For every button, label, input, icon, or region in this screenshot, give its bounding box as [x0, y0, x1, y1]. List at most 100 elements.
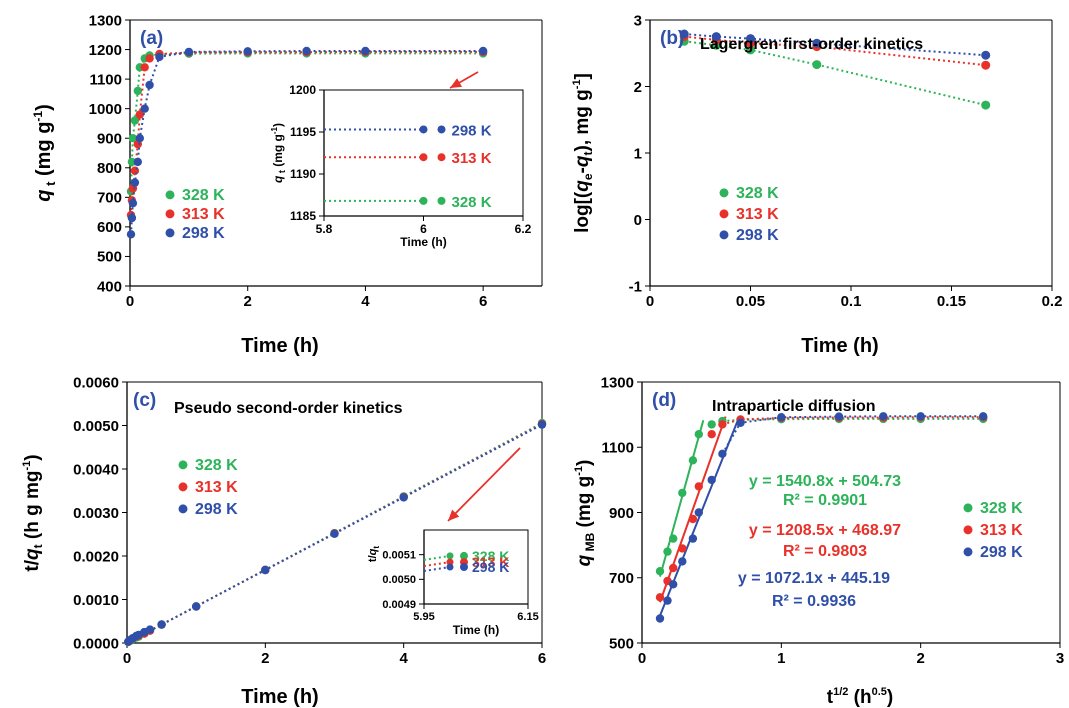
inset-x-axis-label: Time (h) — [453, 623, 499, 637]
y-tick-label: 0.0010 — [73, 592, 119, 609]
inset-y-axis-label: q t (mg g-1) — [270, 123, 287, 183]
panel-c: 0 2 4 6 0.0000 0.0010 0.0020 0.0030 0.0040 0.0050… — [21, 374, 547, 708]
y-label-part: q — [22, 548, 43, 560]
x-tick-label: 4 — [361, 293, 370, 310]
x-tick-label: 1 — [777, 650, 785, 667]
y-tick-label: 0 — [634, 212, 642, 229]
y-axis-label-close: ) — [33, 104, 55, 111]
data-point — [746, 45, 755, 55]
y-label-part: t/ — [22, 559, 43, 571]
series-line — [130, 50, 484, 216]
data-point — [243, 47, 252, 56]
inset-y-label-subscript: t — [277, 170, 287, 176]
x-label-part: 0.5 — [872, 686, 887, 698]
data-point — [655, 593, 665, 602]
data-point — [707, 475, 716, 485]
y-axis-label-unit: (mg g — [33, 122, 55, 182]
y-label-part: q — [572, 180, 593, 192]
data-point — [261, 565, 270, 575]
data-point — [127, 213, 137, 223]
data-point — [399, 493, 408, 502]
x-axis-label: Time (h) — [801, 335, 878, 357]
y-tick-label: 900 — [97, 130, 122, 147]
x-tick-label: 6.15 — [517, 611, 538, 623]
inset-series-line — [423, 554, 451, 561]
data-point — [707, 420, 716, 429]
data-point — [834, 412, 844, 421]
data-point — [130, 116, 140, 125]
panel-letter: (c) — [133, 390, 156, 411]
data-point — [669, 534, 678, 543]
inset-legend-label: 298 K — [472, 559, 509, 575]
data-point — [669, 580, 678, 589]
inset-data-point — [446, 563, 454, 571]
y-tick-label: 1200 — [89, 42, 122, 59]
data-point — [145, 54, 154, 63]
y-label-part: - — [572, 167, 593, 173]
data-point — [135, 110, 144, 119]
y-label-part: (mg g — [574, 476, 595, 533]
data-point — [711, 32, 721, 42]
data-point — [694, 430, 703, 439]
fit-equation: y = 1208.5x + 468.97 — [749, 522, 901, 539]
y-label-part: -1 — [21, 461, 33, 471]
data-point — [140, 104, 149, 113]
series-line — [126, 423, 543, 644]
y-tick-label: 500 — [97, 249, 122, 266]
y-axis-label: q MB (mg g-1) — [573, 460, 597, 567]
legend-marker — [178, 482, 188, 492]
inset-y-label-symbol: q — [271, 175, 285, 183]
legend-label: 328 K — [980, 500, 1023, 517]
x-tick-label: 0 — [646, 293, 654, 310]
inset-data-point — [446, 558, 454, 566]
inset-data-point — [419, 196, 428, 205]
legend-label: 313 K — [195, 479, 238, 496]
inset-legend-label: 298 K — [452, 122, 492, 139]
x-tick-label: 6.2 — [515, 222, 532, 236]
callout-arrowhead — [450, 78, 463, 88]
legend-label: 298 K — [195, 501, 238, 518]
y-tick-label: 2 — [634, 79, 642, 96]
y-tick-label: 0.0040 — [73, 461, 119, 478]
data-point — [145, 80, 154, 90]
data-point — [694, 482, 703, 491]
data-point — [133, 157, 142, 167]
y-axis-label: t/qt (h g mg-1) — [21, 454, 45, 571]
legend-marker — [178, 504, 188, 514]
data-point — [979, 412, 988, 421]
data-point — [746, 34, 755, 44]
data-point — [127, 157, 137, 167]
y-tick-label: 1185 — [290, 209, 316, 223]
data-point — [678, 544, 687, 553]
data-point — [669, 563, 678, 573]
y-tick-label: 0.0050 — [73, 418, 119, 435]
data-point — [192, 602, 201, 611]
y-label-part: -1 — [573, 466, 585, 476]
y-label-part: t — [31, 544, 45, 548]
y-tick-label: 1190 — [290, 167, 316, 181]
inset-frame — [423, 529, 529, 605]
x-tick-label: 0 — [123, 650, 131, 667]
y-tick-label: -1 — [629, 278, 642, 295]
data-point — [478, 46, 488, 56]
y-label-part: t — [581, 152, 595, 156]
data-point — [330, 529, 339, 538]
inset-y-axis-label: t/qt — [367, 546, 381, 562]
data-point — [812, 38, 822, 48]
panel-d: 0 1 2 3 500 700 900 1100 1300 (d) Intraparticle di… — [573, 374, 1064, 708]
chart-title: Lagergren first-order kinetics — [700, 36, 923, 53]
y-tick-label: 800 — [97, 160, 122, 177]
legend-marker — [719, 209, 729, 219]
legend-marker — [165, 209, 175, 219]
x-tick-label: 0.2 — [1042, 293, 1063, 310]
inset-series-line — [423, 561, 451, 568]
y-tick-label: 0.0000 — [73, 635, 119, 652]
data-point — [678, 557, 687, 566]
y-axis-label: log[(qe-qt), mg g-1] — [571, 73, 595, 233]
x-tick-label: 0.15 — [937, 293, 966, 310]
data-point — [135, 134, 144, 143]
inset-legend-label: 313 K — [452, 150, 492, 167]
